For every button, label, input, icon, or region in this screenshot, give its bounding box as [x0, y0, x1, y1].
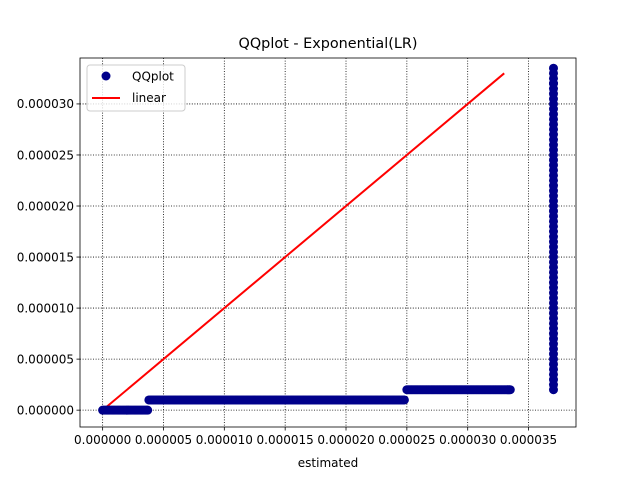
chart-title: QQplot - Exponential(LR) [239, 36, 418, 52]
y-tick-label: 0.000025 [17, 148, 74, 162]
y-tick-label: 0.000005 [17, 352, 74, 366]
x-tick-label: 0.000010 [196, 433, 253, 447]
plot-area [98, 63, 558, 415]
x-tick-label: 0.000015 [257, 433, 314, 447]
x-tick-label: 0.000005 [135, 433, 192, 447]
qqplot-point [505, 385, 515, 395]
qqplot-point [399, 395, 409, 405]
legend-qqplot-marker [101, 71, 111, 81]
legend-linear-label: linear [132, 91, 166, 105]
grid-lines [80, 58, 576, 427]
x-tick-label: 0.000035 [500, 433, 557, 447]
x-tick-label: 0.000025 [378, 433, 435, 447]
linear-reference-line [101, 72, 505, 411]
legend-qqplot-label: QQplot [132, 70, 174, 84]
y-tick-label: 0.000020 [17, 199, 74, 213]
x-tick-label: 0.000020 [317, 433, 374, 447]
y-tick-label: 0.000015 [17, 250, 74, 264]
y-tick-label: 0.000000 [17, 403, 74, 417]
qqplot-point [143, 405, 153, 415]
y-tick-label: 0.000030 [17, 97, 74, 111]
legend: QQplot linear [86, 64, 186, 112]
qqplot-point [548, 63, 558, 73]
legend-box [86, 64, 186, 112]
x-tick-label: 0.000000 [74, 433, 131, 447]
axis-ticks: 0.000000 0.000005 0.000010 0.000015 0.000020… [17, 97, 557, 447]
qqplot-point [548, 79, 558, 89]
axes-frame [79, 57, 577, 428]
x-axis-label: estimated [298, 456, 358, 470]
y-tick-label: 0.000010 [17, 301, 74, 315]
x-tick-label: 0.000030 [439, 433, 496, 447]
